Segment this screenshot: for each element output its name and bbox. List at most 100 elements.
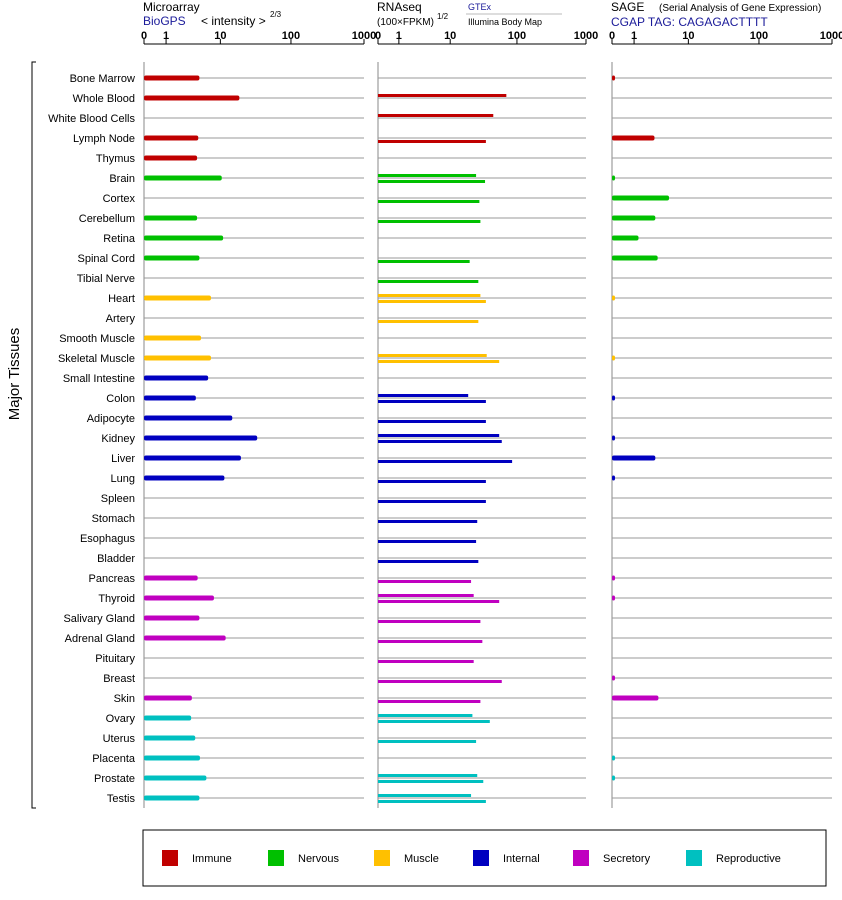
category-label: Lymph Node (73, 133, 135, 145)
rnaseq-tick-label: 1000 (574, 30, 598, 42)
rnaseq-bar (378, 700, 481, 703)
category-label: Pancreas (89, 573, 136, 585)
sage-bar (612, 455, 656, 461)
sage-tick-label: 1 (631, 30, 637, 42)
category-label: Thyroid (98, 593, 135, 605)
rnaseq-bar (378, 520, 478, 523)
sage-tick-label: 1000 (820, 30, 842, 42)
sage-bar (612, 255, 658, 261)
category-label: Spleen (101, 493, 135, 505)
microarray-bar (144, 595, 214, 601)
category-label: Prostate (94, 773, 135, 785)
microarray-bar (144, 375, 209, 381)
legend-swatch (573, 850, 589, 866)
microarray-bar (144, 795, 200, 801)
rnaseq-source-illumina: Illumina Body Map (468, 17, 542, 27)
rnaseq-bar (378, 420, 486, 423)
rnaseq-bar (378, 460, 513, 463)
category-label: Thymus (96, 153, 136, 165)
rnaseq-bar (378, 200, 480, 203)
rnaseq-bar (378, 140, 486, 143)
category-label: Liver (111, 453, 135, 465)
rnaseq-bar (378, 320, 479, 323)
sage-bar (612, 215, 656, 221)
microarray-bar (144, 235, 224, 241)
category-label: Stomach (92, 513, 135, 525)
rnaseq-bar (378, 480, 486, 483)
sage-bar (612, 75, 616, 81)
rnaseq-bar (378, 540, 477, 543)
microarray-bar (144, 715, 192, 721)
rnaseq-bar (378, 360, 500, 363)
legend-label: Nervous (298, 853, 339, 865)
category-label: Kidney (101, 433, 135, 445)
microarray-bar (144, 295, 212, 301)
rnaseq-bar (378, 300, 486, 303)
sage-title-note: (Serial Analysis of Gene Expression) (659, 3, 821, 14)
rnaseq-bar (378, 680, 502, 683)
microarray-bar (144, 575, 198, 581)
rnaseq-tick-label: 0 (375, 30, 381, 42)
category-label: Adipocyte (87, 413, 135, 425)
microarray-bar (144, 75, 200, 81)
sage-bar (612, 755, 616, 761)
rnaseq-tick-label: 1 (396, 30, 402, 42)
category-label: Tibial Nerve (77, 273, 135, 285)
microarray-unit: < intensity > (201, 14, 266, 28)
category-label: Salivary Gland (63, 613, 135, 625)
sage-tick-label: 10 (682, 30, 694, 42)
legend-label: Immune (192, 853, 232, 865)
rnaseq-bar (378, 774, 478, 777)
rnaseq-bar (378, 394, 469, 397)
rnaseq-title: RNAseq (377, 0, 422, 14)
rnaseq-bar (378, 500, 486, 503)
rnaseq-bar (378, 220, 481, 223)
sage-bar (612, 475, 616, 481)
rnaseq-bar (378, 800, 486, 803)
category-label: Skin (114, 693, 135, 705)
rnaseq-unit: (100×FPKM) (377, 17, 434, 28)
legend-label: Reproductive (716, 853, 781, 865)
microarray-bar (144, 475, 225, 481)
rnaseq-bar (378, 94, 507, 97)
rnaseq-bar (378, 780, 484, 783)
microarray-bar (144, 255, 200, 261)
rnaseq-bar (378, 400, 486, 403)
category-label: Colon (106, 393, 135, 405)
rnaseq-bar (378, 174, 477, 177)
microarray-bar (144, 335, 202, 341)
microarray-tick-label: 100 (282, 30, 300, 42)
microarray-title: Microarray (143, 0, 200, 14)
category-label: Placenta (92, 753, 136, 765)
rnaseq-bar (378, 720, 490, 723)
sage-bar (612, 295, 616, 301)
category-label: Spinal Cord (78, 253, 135, 265)
sage-bar (612, 775, 616, 781)
category-label: Uterus (103, 733, 136, 745)
rnaseq-tick-label: 10 (444, 30, 456, 42)
rnaseq-bar (378, 580, 472, 583)
microarray-bar (144, 135, 199, 141)
microarray-bar (144, 155, 198, 161)
category-label: Brain (109, 173, 135, 185)
microarray-bar (144, 395, 196, 401)
rnaseq-bar (378, 114, 494, 117)
rnaseq-bar (378, 660, 474, 663)
rnaseq-bar (378, 640, 483, 643)
microarray-tick-label: 0 (141, 30, 147, 42)
sage-bar (612, 135, 655, 141)
rnaseq-tick-label: 100 (508, 30, 526, 42)
microarray-bar (144, 735, 196, 741)
category-label: Bone Marrow (70, 73, 135, 85)
category-label: Adrenal Gland (65, 633, 135, 645)
sage-bar (612, 435, 616, 441)
legend-label: Muscle (404, 853, 439, 865)
sage-bar (612, 235, 639, 241)
sage-bar (612, 595, 616, 601)
sage-bar (612, 355, 616, 361)
rnaseq-bar (378, 740, 477, 743)
legend-swatch (162, 850, 178, 866)
sage-bar (612, 675, 616, 681)
y-axis-label: Major Tissues (6, 328, 23, 421)
